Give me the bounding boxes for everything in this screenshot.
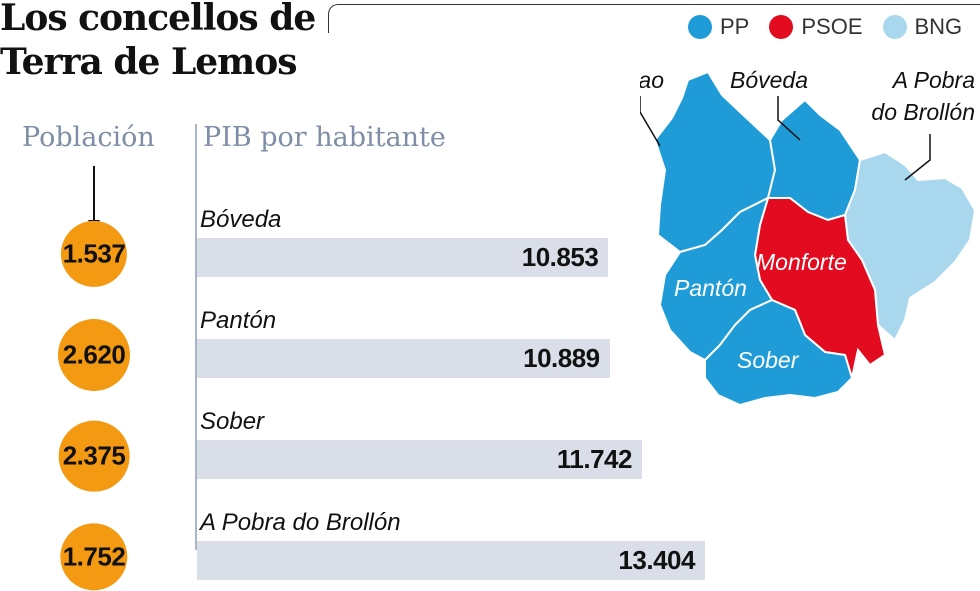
row-label: Sober: [200, 408, 265, 435]
map-label-sober: Sober: [737, 347, 800, 373]
population-value: 2.375: [62, 440, 126, 471]
bar-pib: [197, 440, 642, 479]
population-value: 2.620: [62, 339, 126, 370]
legend-label-pp: PP: [720, 14, 750, 39]
arrow-line: [93, 166, 95, 222]
leader-line-pobra: [904, 134, 931, 181]
leader-line-boveda: [777, 96, 801, 141]
bar-value-label: 11.742: [556, 444, 633, 474]
legend-dot-pp: [688, 15, 712, 39]
row-label: Pantón: [200, 307, 277, 334]
map-label-saviñao: O Saviñao: [640, 67, 664, 93]
map-label-boveda: Bóveda: [730, 67, 808, 93]
map-label-pobra-line2: do Brollón: [871, 99, 975, 125]
title-rule: [328, 4, 980, 33]
map-region-sober: [704, 298, 854, 407]
population-bubble: [60, 220, 128, 288]
legend-dot-bng: [882, 15, 907, 39]
legend-item-psoe: PSOE: [769, 14, 863, 40]
legend-label-bng: BNG: [914, 14, 963, 39]
title-line-1: Los concellos de: [0, 0, 316, 39]
legend: PP PSOE BNG: [688, 14, 962, 40]
bar-value-label: 13.404: [618, 545, 695, 575]
population-value: 1.537: [62, 238, 126, 269]
bar-value-label: 10.889: [523, 343, 600, 373]
pib-header: PIB por habitante: [203, 122, 446, 153]
population-value: 1.752: [62, 541, 126, 572]
map-label-monforte: Monforte: [756, 249, 847, 275]
map-label-pobra-line1: A Pobra: [891, 67, 975, 93]
population-header: Población: [22, 122, 155, 153]
column-divider: [195, 124, 197, 550]
bar-pib: [197, 238, 609, 277]
row-label: Bóveda: [200, 206, 282, 233]
legend-dot-psoe: [769, 15, 794, 39]
legend-label-psoe: PSOE: [801, 14, 863, 39]
bar-value-label: 10.853: [521, 242, 599, 272]
legend-item-pp: PP: [688, 14, 749, 40]
map-label-panton: Pantón: [674, 275, 747, 301]
legend-item-bng: BNG: [882, 14, 963, 40]
population-bubble: [58, 420, 130, 492]
terra-de-lemos-map: O Saviñao Bóveda A Pobra do Brollón Monf…: [640, 67, 977, 407]
row-label: A Pobra do Brollón: [200, 509, 401, 536]
title-line-2: Terra de Lemos: [0, 41, 298, 83]
bar-pib: [197, 339, 610, 378]
population-bubble: [58, 319, 130, 391]
leader-line-saviñao: [640, 96, 661, 147]
chart-title: Los concellos de Terra de Lemos: [0, 0, 316, 84]
